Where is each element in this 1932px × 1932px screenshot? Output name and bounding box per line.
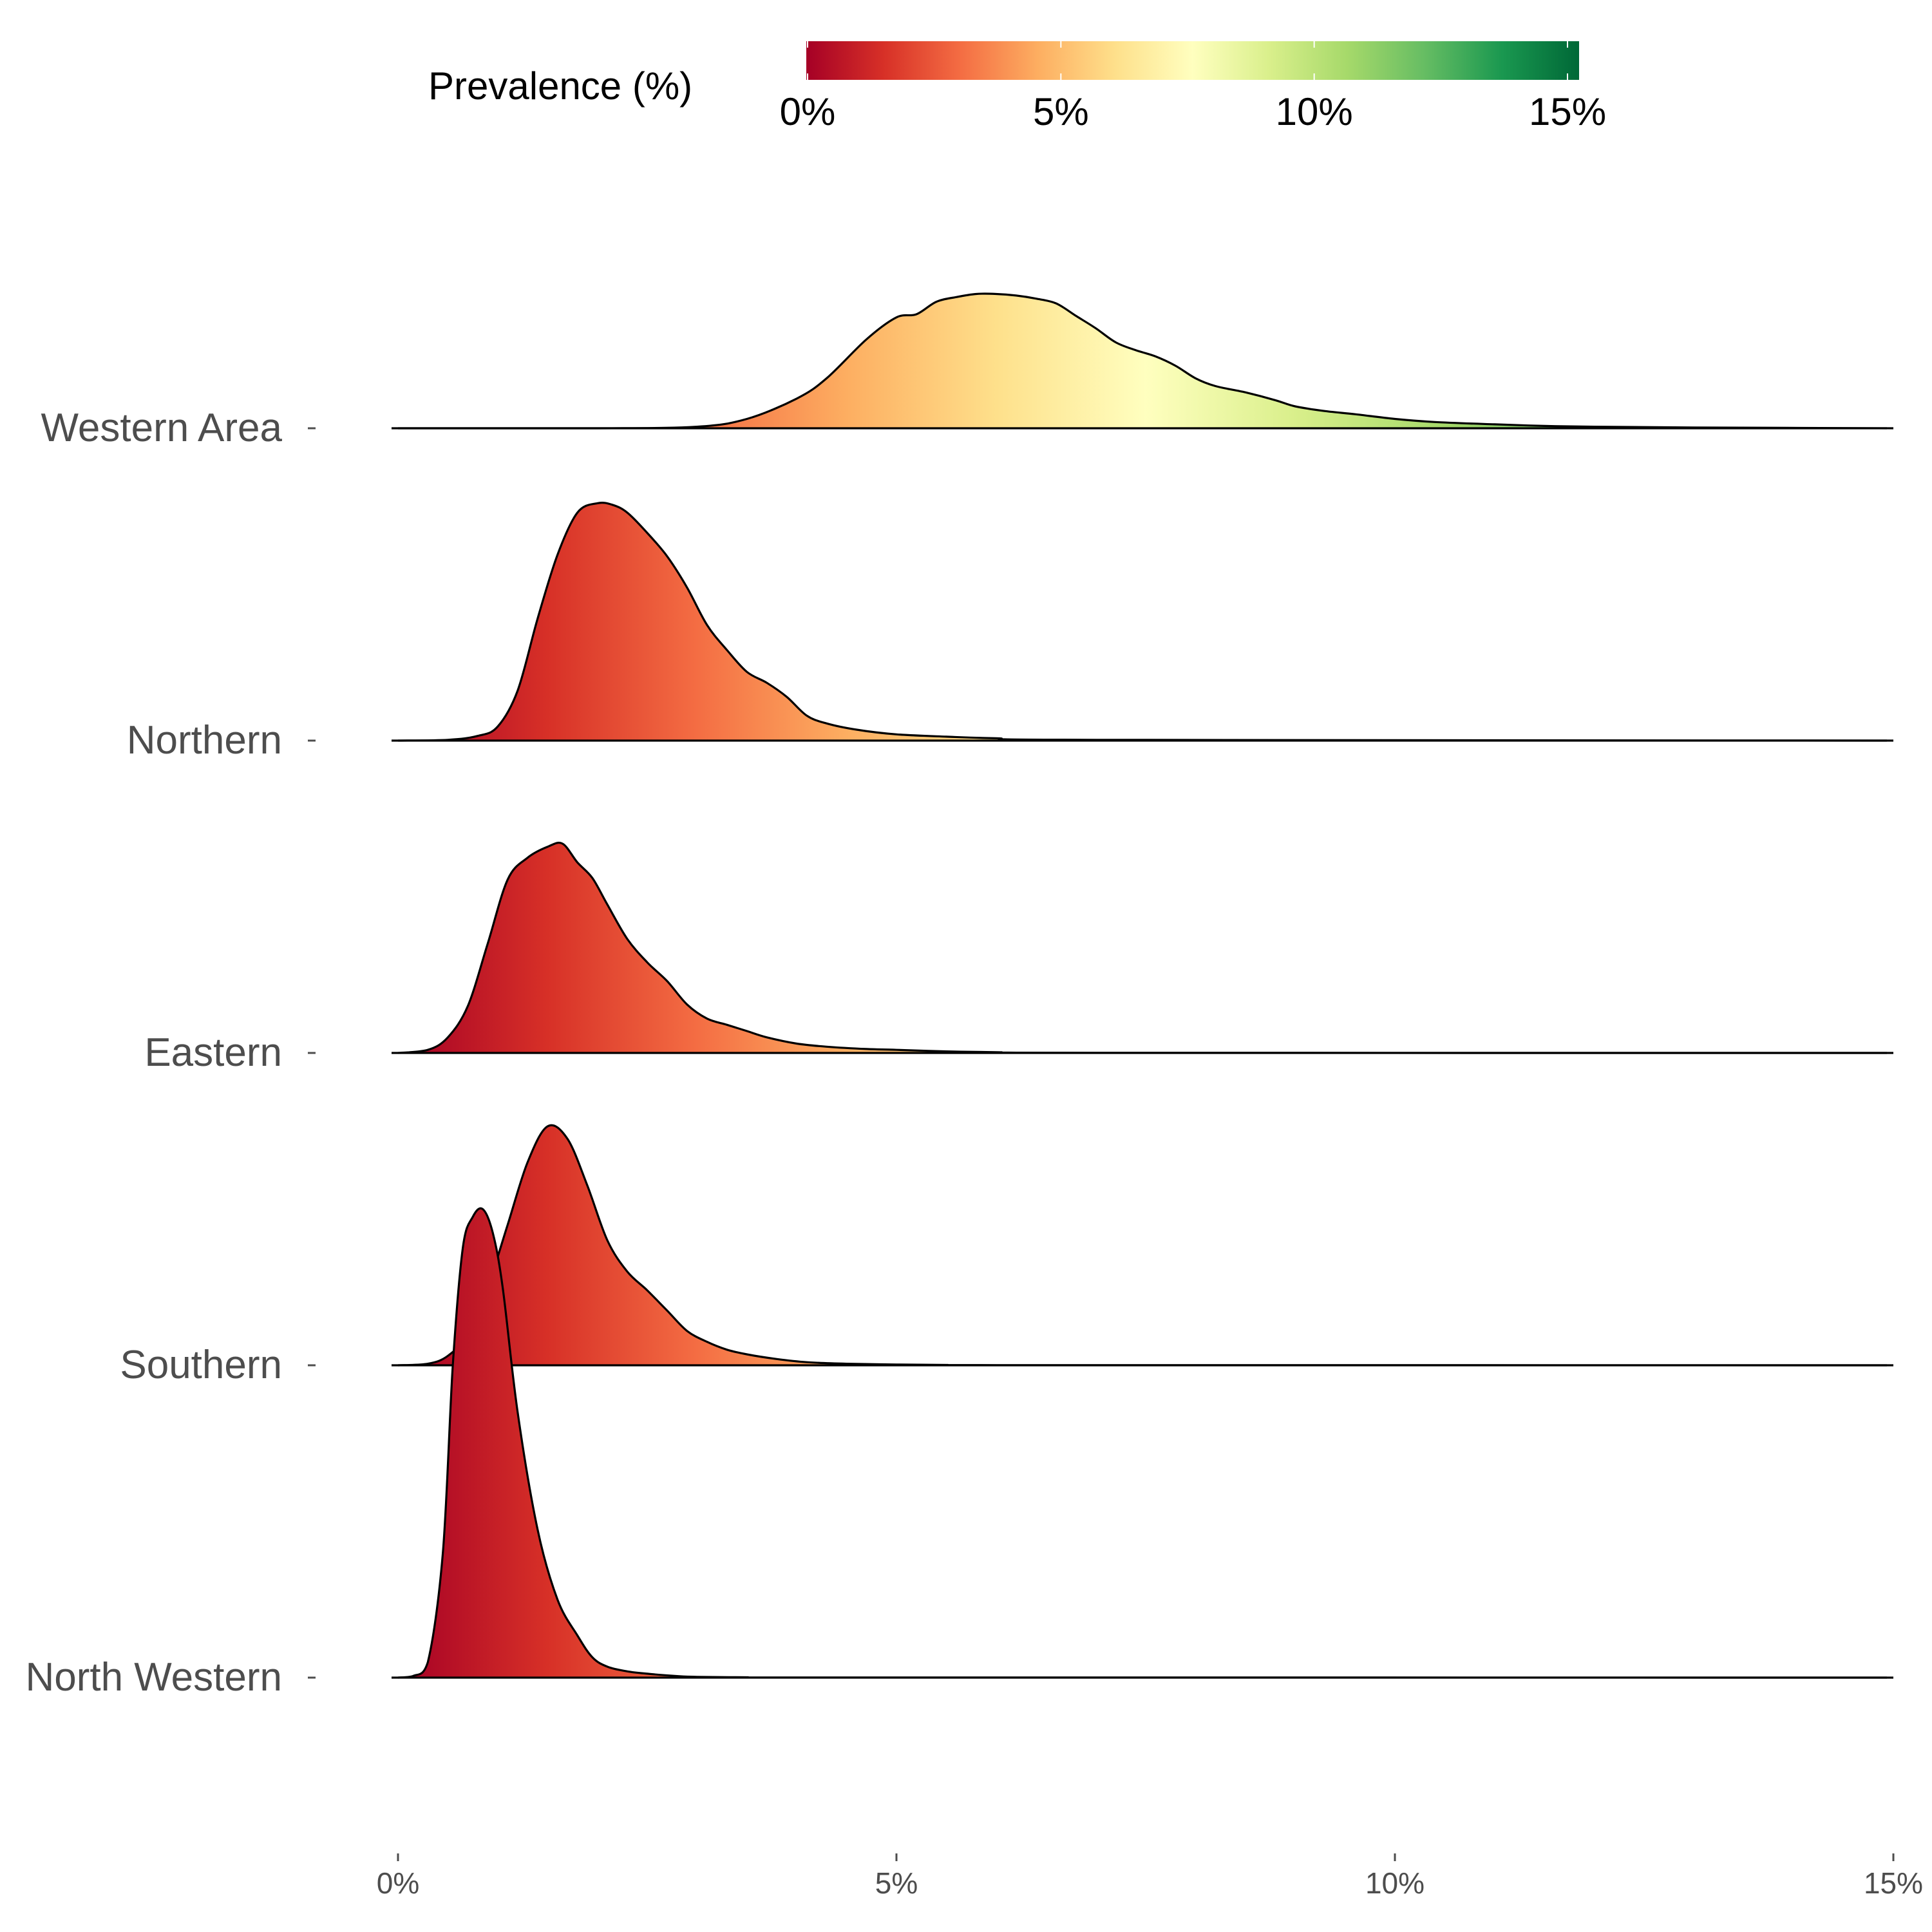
ridges — [392, 292, 1894, 1679]
y-tick-label: Western Area — [41, 406, 283, 450]
x-tick-label: 15% — [1864, 1866, 1923, 1900]
ridge-western-area — [392, 292, 1894, 430]
x-axis: 0% 5% 10% 15% — [377, 1853, 1923, 1900]
ridge-north-western — [392, 1207, 1894, 1679]
y-tick-label: Northern — [127, 718, 282, 762]
ridge-outline — [397, 501, 1894, 742]
legend-tick-label: 15% — [1529, 90, 1606, 133]
y-tick-label: Eastern — [144, 1030, 282, 1075]
x-tick-label: 0% — [377, 1866, 419, 1900]
legend-title: Prevalence (%) — [428, 64, 692, 108]
y-tick-label: Southern — [120, 1343, 282, 1387]
ridge-eastern — [392, 841, 1894, 1054]
ridge-area — [398, 842, 1893, 1053]
ridge-northern — [392, 501, 1894, 742]
y-tick-label: North Western — [25, 1655, 282, 1700]
legend-colorbar — [806, 41, 1579, 80]
y-axis: Western Area Northern Eastern Southern North… — [25, 406, 316, 1700]
x-tick-label: 10% — [1365, 1866, 1425, 1900]
ridge-area — [398, 1125, 1893, 1365]
ridge-area — [398, 1208, 1893, 1678]
legend-tick-label: 10% — [1276, 90, 1353, 133]
ridge-area — [398, 293, 1893, 428]
legend-tick-label: 5% — [1033, 90, 1089, 133]
ridge-outline — [398, 292, 1894, 430]
color-legend: Prevalence (%) 0% 5% 10% 15% — [428, 41, 1606, 133]
legend-tick-label: 0% — [780, 90, 836, 133]
ridge-southern — [392, 1124, 1894, 1367]
x-tick-label: 5% — [875, 1866, 918, 1900]
ridge-area — [398, 502, 1893, 741]
